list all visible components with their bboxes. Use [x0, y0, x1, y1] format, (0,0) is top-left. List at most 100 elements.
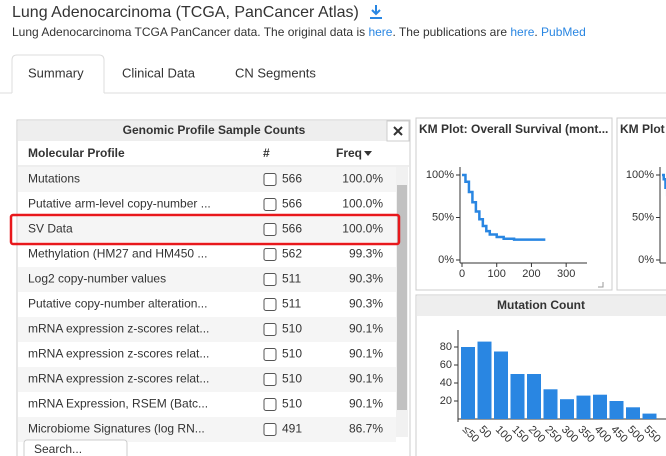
x-tick-label: 100: [488, 268, 506, 280]
bar[interactable]: [461, 347, 475, 419]
link[interactable]: here: [510, 25, 534, 39]
sample-count: 491: [282, 422, 302, 436]
km-card-2: [616, 117, 666, 291]
sample-count: 510: [282, 397, 302, 411]
survival-curve: [462, 173, 546, 241]
row-stripe: [18, 417, 396, 442]
frequency: 90.1%: [349, 322, 383, 336]
description-text: .: [534, 25, 541, 39]
checkbox[interactable]: [263, 423, 277, 436]
bar[interactable]: [593, 394, 607, 419]
bar[interactable]: [642, 413, 657, 419]
checkbox[interactable]: [263, 248, 277, 261]
profile-name: Log2 copy-number values: [28, 272, 166, 286]
frequency: 100.0%: [342, 197, 383, 211]
profile-name: Methylation (HM27 and HM450 ...: [28, 247, 207, 261]
frequency: 100.0%: [342, 172, 383, 186]
tab[interactable]: CN Segments: [235, 65, 316, 80]
x-tick-label: 200: [522, 268, 540, 280]
frequency: 99.3%: [349, 247, 383, 261]
tab[interactable]: Clinical Data: [122, 65, 196, 80]
bar[interactable]: [494, 351, 508, 420]
search-input[interactable]: [23, 439, 128, 456]
scrollbar-thumb[interactable]: [397, 185, 407, 410]
checkbox[interactable]: [263, 348, 277, 361]
bar[interactable]: [543, 389, 558, 419]
profile-name: mRNA expression z-scores relat...: [28, 347, 209, 361]
sample-count: 562: [282, 247, 302, 261]
y-tick-label: 100%: [626, 169, 654, 181]
row-stripe: [18, 167, 396, 192]
sample-count: 566: [282, 172, 302, 186]
checkbox[interactable]: [263, 398, 277, 411]
frequency: 86.7%: [349, 422, 383, 436]
profile-name: Putative arm-level copy-number ...: [28, 197, 211, 211]
y-tick-label: 60: [440, 359, 452, 371]
row-stripe: [18, 317, 396, 342]
profile-name: mRNA expression z-scores relat...: [28, 322, 209, 336]
column-header[interactable]: Freq: [336, 146, 362, 160]
y-tick-label: 50%: [432, 211, 454, 223]
x-tick-label: 0: [459, 268, 465, 280]
checkbox[interactable]: [263, 323, 277, 336]
row-stripe: [18, 267, 396, 292]
y-tick-label: 50%: [632, 211, 654, 223]
profile-name: SV Data: [28, 222, 73, 236]
frequency: 100.0%: [342, 222, 383, 236]
y-tick-label: 40: [440, 377, 452, 389]
column-header[interactable]: #: [263, 146, 270, 160]
study-title: Lung Adenocarcinoma (TCGA, PanCancer Atl…: [12, 4, 359, 21]
search-placeholder: Search...: [34, 442, 82, 456]
x-tick-label: 300: [557, 268, 575, 280]
checkbox[interactable]: [263, 223, 277, 236]
frequency: 90.1%: [349, 372, 383, 386]
chart-title: Mutation Count: [497, 298, 585, 312]
column-header: Molecular Profile: [28, 146, 125, 160]
sample-count: 566: [282, 222, 302, 236]
highlight-box: [9, 213, 401, 246]
checkbox[interactable]: [263, 373, 277, 386]
row-stripe: [18, 217, 396, 242]
resize-handle: [598, 282, 604, 288]
sample-count: 566: [282, 197, 302, 211]
checkbox[interactable]: [263, 173, 277, 186]
profile-name: Putative copy-number alteration...: [28, 297, 207, 311]
row-stripe: [18, 367, 396, 392]
frequency: 90.3%: [349, 297, 383, 311]
close-button[interactable]: [386, 120, 410, 142]
sort-icon[interactable]: [364, 151, 372, 156]
bar[interactable]: [576, 395, 591, 419]
y-tick-label: 0%: [638, 254, 654, 266]
bar[interactable]: [626, 407, 640, 419]
checkbox[interactable]: [263, 298, 277, 311]
bar[interactable]: [477, 341, 492, 419]
y-tick-label: 100%: [426, 169, 454, 181]
chart-title: KM Plot: [620, 122, 665, 136]
tab[interactable]: Summary: [28, 65, 84, 80]
checkbox[interactable]: [263, 198, 277, 211]
y-tick-label: 0%: [438, 254, 454, 266]
sample-count: 510: [282, 347, 302, 361]
sample-count: 511: [282, 297, 301, 311]
frequency: 90.3%: [349, 272, 383, 286]
link[interactable]: here: [368, 25, 392, 39]
download-icon[interactable]: [370, 5, 382, 19]
frequency: 90.1%: [349, 347, 383, 361]
link[interactable]: PubMed: [541, 25, 586, 39]
mutation-header-bar: [417, 296, 666, 316]
sample-count: 510: [282, 322, 302, 336]
bar[interactable]: [560, 399, 574, 419]
bar[interactable]: [527, 374, 541, 419]
description-text: Lung Adenocarcinoma TCGA PanCancer data.…: [12, 25, 368, 39]
bar[interactable]: [609, 401, 624, 419]
frequency: 90.1%: [349, 397, 383, 411]
profile-name: Microbiome Signatures (log RN...: [28, 422, 205, 436]
survival-curve: [662, 173, 666, 197]
sample-count: 510: [282, 372, 302, 386]
checkbox[interactable]: [263, 273, 277, 286]
bar[interactable]: [510, 374, 525, 419]
km-card: [415, 117, 613, 291]
study-description: Lung Adenocarcinoma TCGA PanCancer data.…: [12, 25, 586, 39]
